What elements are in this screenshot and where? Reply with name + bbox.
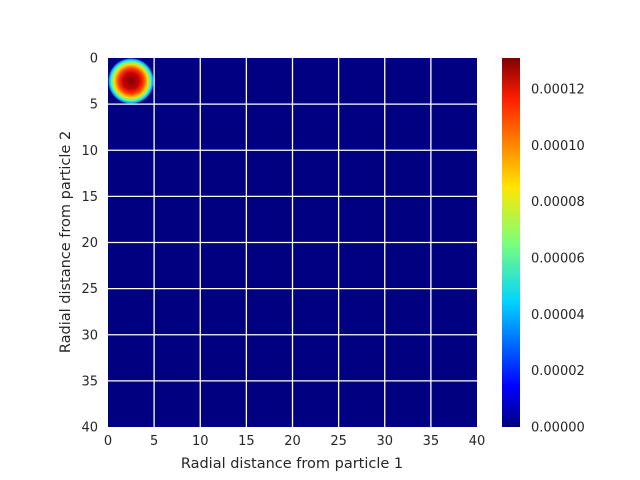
colorbar-tick-label: 0.00002 (531, 364, 585, 379)
x-tick-label: 35 (423, 434, 440, 449)
y-tick-label: 10 (81, 144, 98, 159)
colorbar-tick-label: 0.00008 (531, 195, 585, 210)
y-tick-label: 5 (90, 98, 98, 113)
y-tick-label: 35 (81, 374, 98, 389)
colorbar-tick-label: 0.00000 (531, 421, 585, 436)
y-tick-label: 15 (81, 190, 98, 205)
x-tick-label: 10 (192, 434, 209, 449)
y-tick-label: 0 (90, 52, 98, 67)
y-tick-label: 20 (81, 236, 98, 251)
colorbar-tick-label: 0.00010 (531, 139, 585, 154)
colorbar-tick-label: 0.00012 (531, 82, 585, 97)
y-tick-label: 25 (81, 282, 98, 297)
colorbar (502, 58, 520, 427)
colorbar-ticks: 0.00000 0.00002 0.00004 0.00006 0.00008 0.000… (531, 82, 585, 435)
x-tick-label: 20 (284, 434, 301, 449)
x-tick-label: 15 (238, 434, 255, 449)
x-tick-label: 5 (150, 434, 158, 449)
x-axis-label: Radial distance from particle 1 (181, 456, 403, 472)
y-tick-label: 40 (81, 421, 98, 436)
x-axis-ticks: 0 5 10 15 20 25 30 35 40 (104, 434, 485, 449)
colorbar-tick-label: 0.00006 (531, 251, 585, 266)
x-tick-label: 0 (104, 434, 112, 449)
y-axis-ticks: 0 5 10 15 20 25 30 35 40 (81, 52, 98, 436)
y-tick-label: 30 (81, 328, 98, 343)
x-tick-label: 25 (330, 434, 347, 449)
x-tick-label: 30 (376, 434, 393, 449)
x-tick-label: 40 (469, 434, 486, 449)
colorbar-tick-label: 0.00004 (531, 308, 585, 323)
y-axis-label: Radial distance from particle 2 (58, 131, 74, 353)
heatmap-hotspot (108, 58, 155, 105)
grid-lines (108, 58, 477, 427)
